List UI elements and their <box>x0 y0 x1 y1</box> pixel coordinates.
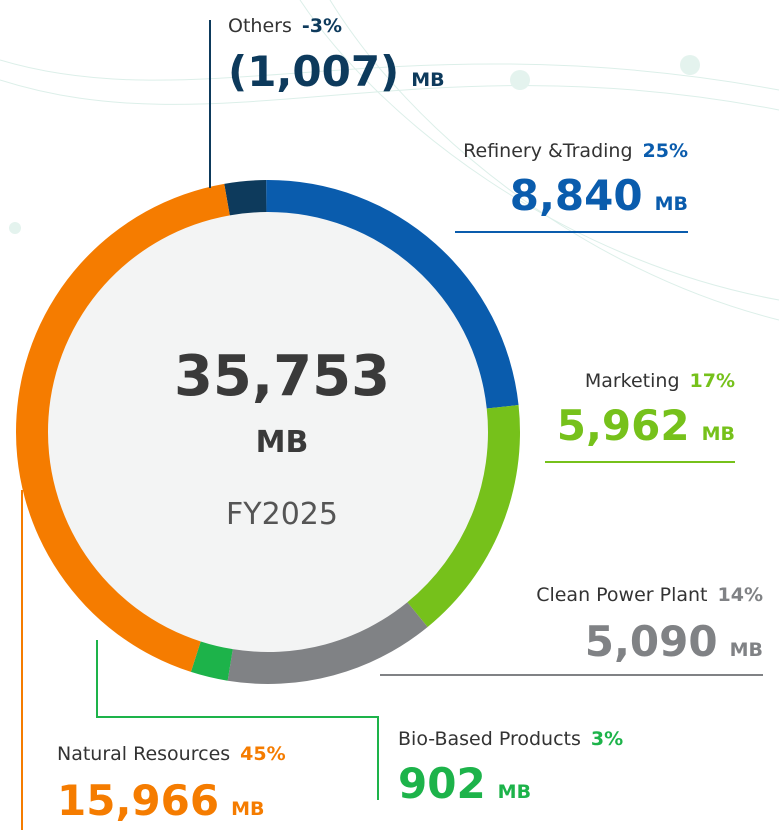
chart: 35,753 MB FY2025 Others -3% (1,007) MB Refin… <box>0 0 779 830</box>
segment-value: 5,962 MB <box>557 401 735 450</box>
segment-label: Natural Resources 45% <box>57 743 286 765</box>
segment-percent: 14% <box>718 584 763 606</box>
segment-label: Others -3% <box>228 15 342 37</box>
value-unit: MB <box>730 639 763 661</box>
segment-label: Clean Power Plant 14% <box>536 584 763 606</box>
segment-percent: 45% <box>240 743 285 765</box>
segment-value: 5,090 MB <box>585 617 763 666</box>
segment-name: Others <box>228 15 292 37</box>
segment-percent: 17% <box>690 370 735 392</box>
value-label: 5,962 <box>557 401 690 450</box>
segment-label: Bio-Based Products 3% <box>398 728 623 750</box>
value-unit: MB <box>655 193 688 215</box>
segment-name: Refinery &Trading <box>463 140 632 162</box>
value-label: 902 <box>398 759 486 808</box>
segment-name: Clean Power Plant <box>536 584 707 606</box>
donut-segment <box>224 180 266 215</box>
segment-name: Bio-Based Products <box>398 728 581 750</box>
segment-percent: 25% <box>643 140 688 162</box>
value-unit: MB <box>498 781 531 803</box>
value-label: 15,966 <box>57 776 219 825</box>
total-unit: MB <box>256 425 309 460</box>
value-label: (1,007) <box>228 47 399 96</box>
value-label: 8,840 <box>510 171 643 220</box>
value-unit: MB <box>702 423 735 445</box>
segment-value: (1,007) MB <box>228 47 445 96</box>
segment-value: 902 MB <box>398 759 531 808</box>
value-label: 5,090 <box>585 617 718 666</box>
segment-percent: 3% <box>591 728 623 750</box>
segment-value: 8,840 MB <box>510 171 688 220</box>
segment-name: Marketing <box>585 370 680 392</box>
segment-value: 15,966 MB <box>57 776 264 825</box>
segment-label: Marketing 17% <box>585 370 735 392</box>
value-unit: MB <box>231 798 264 820</box>
period: FY2025 <box>226 497 338 532</box>
value-unit: MB <box>411 69 444 91</box>
segment-label: Refinery &Trading 25% <box>463 140 688 162</box>
total-value: 35,753 <box>174 344 390 409</box>
segment-percent: -3% <box>302 15 342 37</box>
segment-name: Natural Resources <box>57 743 230 765</box>
